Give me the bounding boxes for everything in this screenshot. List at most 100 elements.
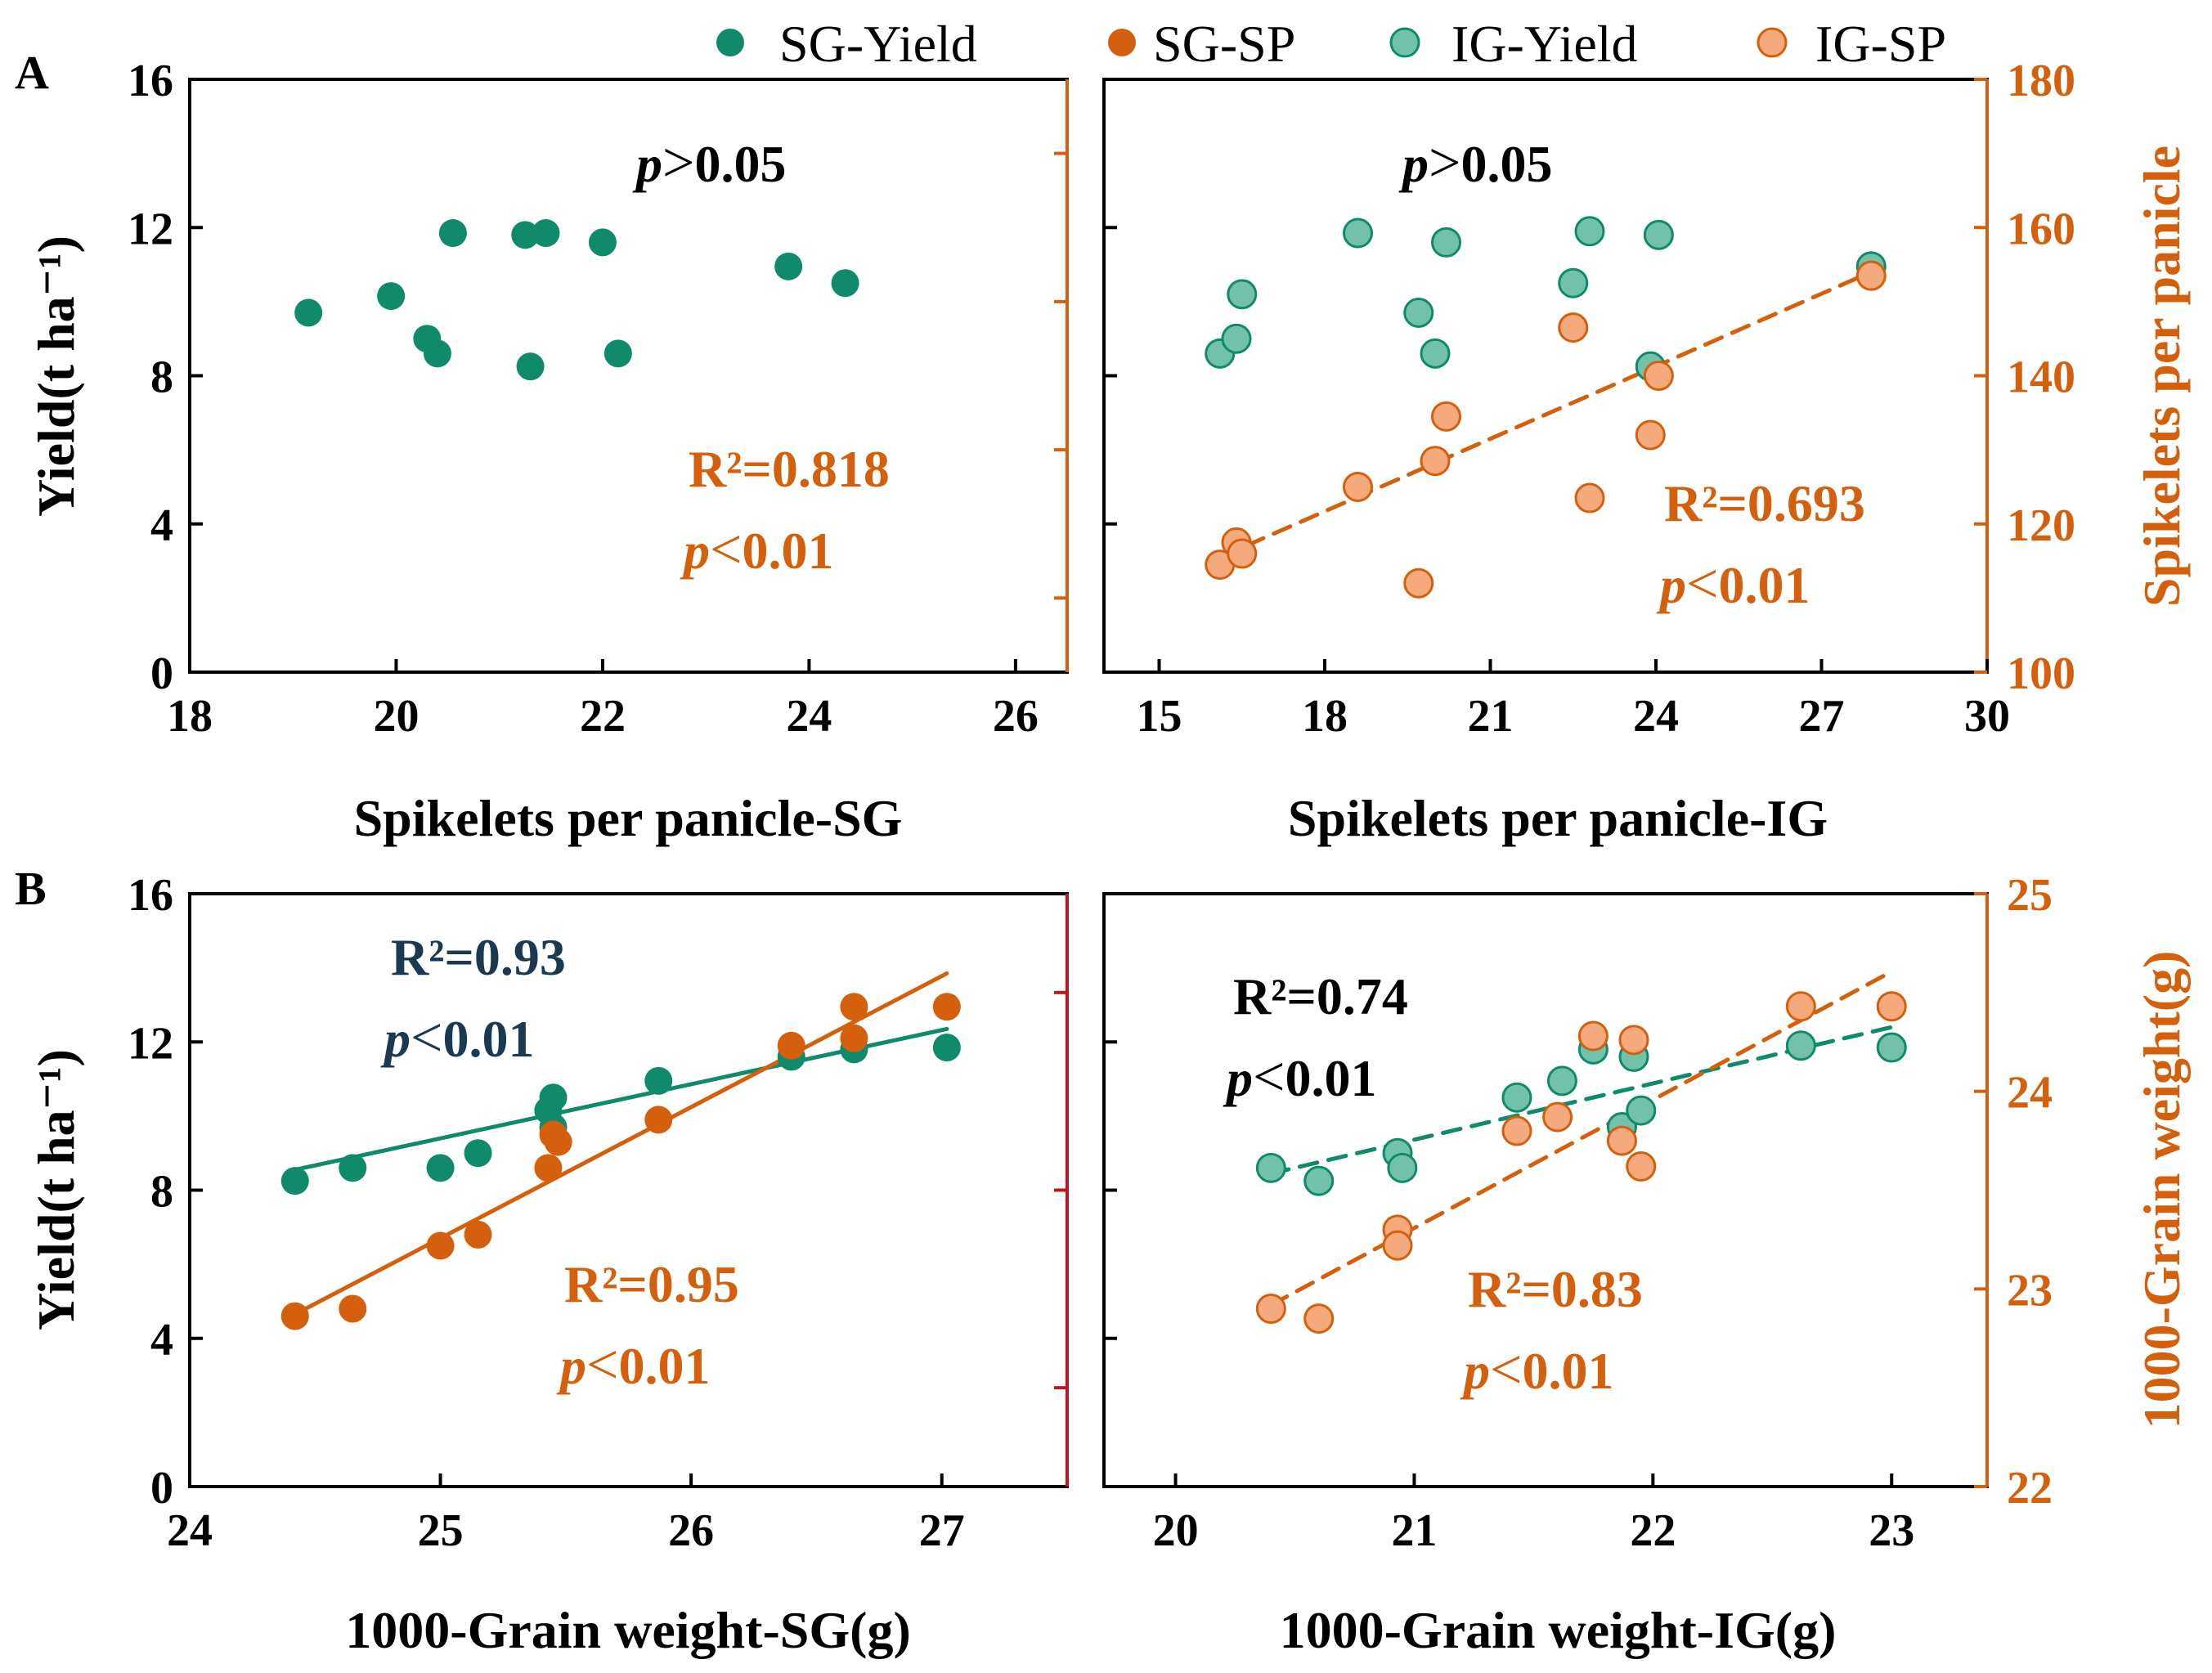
right-tick-label: 25: [2007, 870, 2053, 921]
point-sg-sp: [339, 1294, 367, 1323]
right-tick-label: 23: [2007, 1265, 2053, 1316]
y-tick-label: 12: [128, 1018, 173, 1069]
panel-label-b: B: [15, 862, 47, 915]
y-axis-ticks: [1104, 892, 1117, 1488]
point-sg-yield: [423, 339, 451, 368]
y-tick-label: 12: [128, 204, 173, 254]
x-tick-label: 21: [1391, 1505, 1437, 1556]
point-ig-sp: [1643, 361, 1674, 391]
annotation-r2-sp: R²=0.83: [1468, 1260, 1643, 1318]
legend-label-sg-sp: SG-SP: [1153, 15, 1295, 73]
right-axis-ticks: 100 120 140 160 180: [1974, 56, 2075, 699]
annotation-relation: <: [586, 1334, 618, 1397]
point-sg-sp: [840, 1024, 868, 1052]
point-ig-yield: [1387, 1152, 1418, 1183]
annotation-p-symbol: p: [1223, 1049, 1253, 1107]
data-points: [280, 993, 961, 1330]
legend-marker-ig-sp: [1757, 27, 1788, 58]
point-ig-sp: [1343, 471, 1373, 502]
point-sg-yield: [532, 219, 560, 248]
x-tick-label: 20: [373, 691, 419, 742]
annotation-p-sp: p<0.01: [556, 1334, 710, 1397]
annotation-p-yield: p<0.01: [1223, 1046, 1376, 1109]
annotation-p-symbol: p: [1398, 135, 1429, 193]
point-ig-sp: [1431, 401, 1461, 432]
annotation-relation: <: [1490, 1339, 1522, 1402]
point-ig-sp: [1558, 312, 1589, 343]
point-sg-yield: [280, 1167, 309, 1195]
y-axis-ticks: [1104, 78, 1117, 674]
x-tick-label: 24: [786, 691, 832, 742]
panel-label-a: A: [15, 46, 49, 99]
legend-marker-sg-sp: [1108, 29, 1136, 56]
panel-b-left: 24 25 26 27 0 4 8 12 16 1000-Grain weight-SG(g)…: [27, 870, 1069, 1659]
point-ig-sp: [1606, 1125, 1637, 1156]
fit-line-sg-sp: [293, 971, 949, 1316]
point-ig-sp: [1542, 1101, 1573, 1133]
annotation-value: 0.01: [1718, 556, 1810, 614]
point-sg-sp: [840, 993, 868, 1021]
annotation-p-symbol: p: [380, 1010, 411, 1068]
point-sg-sp: [644, 1106, 673, 1134]
x-axis-ticks: 18 20 22 24 26: [167, 659, 1039, 742]
right-tick-label: 120: [2007, 500, 2075, 551]
fit-line-ig-sp: [1268, 969, 1894, 1307]
point-ig-sp: [1635, 419, 1666, 451]
point-ig-sp: [1785, 991, 1816, 1022]
annotation-p-symbol: p: [680, 522, 710, 580]
x-axis-title: 1000-Grain weight-SG(g): [345, 1601, 911, 1659]
point-sg-yield: [774, 252, 803, 280]
point-sg-yield: [426, 1154, 455, 1182]
point-ig-sp: [1255, 1294, 1286, 1324]
x-tick-label: 26: [993, 691, 1039, 742]
point-ig-yield: [1785, 1030, 1816, 1061]
legend-marker-sg-yield: [716, 29, 744, 56]
annotation-relation: >: [662, 132, 694, 195]
right-tick-label: 22: [2007, 1463, 2053, 1514]
point-ig-yield: [1546, 1065, 1577, 1097]
y-tick-label: 4: [150, 500, 173, 551]
x-axis-ticks: 15 18 21 24 27 30: [1137, 659, 2010, 742]
y-tick-label: 8: [150, 1167, 173, 1218]
y-axis-title: Yield(t ha⁻¹): [27, 1049, 85, 1330]
annotation-relation: <: [1253, 1046, 1285, 1109]
panel-b-right: 20 21 22 23 22 23 24 25 1000-Grain weight-IG(g…: [1102, 870, 2191, 1659]
x-tick-label: 18: [167, 691, 213, 742]
x-tick-label: 22: [580, 691, 626, 742]
right-axis-ticks: [1054, 151, 1067, 600]
x-axis-title: Spikelets per panicle-IG: [1288, 789, 1828, 847]
y-tick-label: 4: [150, 1315, 173, 1366]
annotation-value: 0.01: [1285, 1049, 1376, 1107]
point-sg-yield: [539, 1083, 568, 1112]
point-ig-yield: [1431, 227, 1461, 258]
point-ig-yield: [1626, 1095, 1657, 1126]
point-ig-yield: [1558, 267, 1589, 298]
right-axis-ticks: 22 23 24 25: [1974, 870, 2053, 1514]
annotation-value: 0.01: [1522, 1342, 1613, 1400]
point-sg-yield: [588, 228, 617, 257]
point-ig-sp: [1501, 1115, 1532, 1146]
point-sg-sp: [464, 1220, 492, 1249]
point-ig-yield: [1227, 279, 1258, 310]
x-tick-label: 24: [1633, 691, 1679, 742]
panel-a-left: 18 20 22 24 26 0 4 8 12 16 Spikelets per panicle…: [27, 56, 1069, 847]
point-sg-yield: [339, 1154, 367, 1182]
right-tick-label: 140: [2007, 352, 2075, 403]
annotation-r2-yield: R²=0.74: [1233, 967, 1408, 1025]
plot-frame: [188, 78, 1069, 674]
annotation-value: 0.05: [1460, 135, 1552, 193]
annotation-p-sp: p<0.01: [1460, 1339, 1613, 1402]
right-tick-label: 100: [2007, 648, 2075, 699]
x-tick-label: 18: [1302, 691, 1348, 742]
point-ig-sp: [1574, 482, 1605, 514]
legend: SG-Yield SG-SP IG-Yield IG-SP: [716, 15, 1946, 73]
point-ig-yield: [1420, 338, 1451, 369]
annotation-r2-sp: R²=0.818: [689, 440, 890, 498]
point-ig-sp: [1876, 991, 1907, 1022]
point-sg-sp: [544, 1128, 572, 1156]
data-points: [1255, 991, 1907, 1334]
legend-marker-ig-yield: [1389, 27, 1420, 58]
y-tick-label: 0: [150, 648, 173, 699]
point-ig-yield: [1255, 1152, 1286, 1183]
